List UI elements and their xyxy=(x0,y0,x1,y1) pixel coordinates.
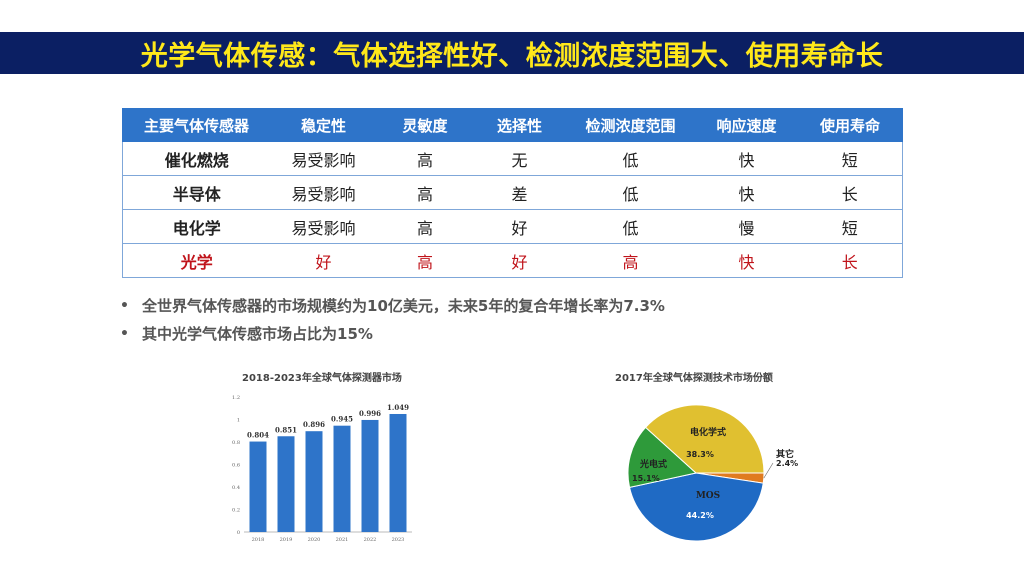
sensor-comparison-table: 主要气体传感器 稳定性 灵敏度 选择性 检测浓度范围 响应速度 使用寿命 催化燃… xyxy=(122,108,903,278)
table-row: 电化学 易受影响 高 好 低 慢 短 xyxy=(122,209,903,244)
bar-x-tick-label: 2019 xyxy=(280,537,293,543)
bar-value-label: 0.804 xyxy=(247,431,269,440)
page-title: 光学气体传感：气体选择性好、检测浓度范围大、使用寿命长 xyxy=(140,40,884,72)
table-cell: 短 xyxy=(797,209,903,244)
pie-slice xyxy=(627,426,698,489)
bar-y-tick-label: 0.2 xyxy=(232,508,240,514)
table-cell: 高 xyxy=(376,243,474,278)
bar xyxy=(277,436,295,532)
table-cell: 光学 xyxy=(122,243,271,278)
table-cell: 易受影响 xyxy=(270,141,377,176)
bar xyxy=(389,413,407,532)
pie-slice-value-label: 15.1% xyxy=(632,474,660,483)
bar xyxy=(361,419,379,532)
bar-x-tick-label: 2021 xyxy=(336,537,349,543)
pie-slice-name-label: 其它 xyxy=(776,448,794,460)
table-cell: 高 xyxy=(376,209,474,244)
bar-y-tick-label: 0.6 xyxy=(232,463,240,469)
table-cell: 慢 xyxy=(695,209,798,244)
pie-slice-name-label: 电化学式 xyxy=(690,426,726,438)
table-cell: 好 xyxy=(270,243,377,278)
table-cell: 电化学 xyxy=(122,209,271,244)
table-cell: 高 xyxy=(376,141,474,176)
bar-value-label: 0.996 xyxy=(359,409,381,418)
table-row-highlight: 光学 好 高 好 高 快 长 xyxy=(122,243,903,278)
bar-y-tick-label: 0.8 xyxy=(232,440,240,446)
table-cell: 长 xyxy=(797,243,903,278)
table-header-cell: 灵敏度 xyxy=(376,108,474,142)
bar-y-tick-label: 0 xyxy=(237,530,240,536)
table-header-cell: 选择性 xyxy=(473,108,566,142)
bullet-list: • 全世界气体传感器的市场规模约为10亿美元，未来5年的复合年增长率为7.3% •… xyxy=(120,292,665,348)
table-cell: 高 xyxy=(376,175,474,210)
table-cell: 快 xyxy=(695,175,798,210)
bar xyxy=(249,441,267,532)
bar-value-label: 1.049 xyxy=(387,403,409,412)
bar-y-tick-label: 0.4 xyxy=(232,485,240,491)
pie-leader-line xyxy=(763,462,774,479)
table-header-cell: 主要气体传感器 xyxy=(122,108,271,142)
pie-chart: 其它2.4% MOS 44.2% 光电式 15.1% 电化学式 38.3% xyxy=(627,404,798,542)
pie-slice-value-label: 2.4% xyxy=(776,459,798,468)
table-cell: 易受影响 xyxy=(270,209,377,244)
bullet-item: • 全世界气体传感器的市场规模约为10亿美元，未来5年的复合年增长率为7.3% xyxy=(120,292,665,320)
table-cell: 半导体 xyxy=(122,175,271,210)
table-header-cell: 稳定性 xyxy=(270,108,377,142)
bar-x-tick-label: 2023 xyxy=(392,537,405,543)
table-cell: 易受影响 xyxy=(270,175,377,210)
bar-x-tick-label: 2022 xyxy=(364,537,377,543)
table-cell: 长 xyxy=(797,175,903,210)
bar-value-label: 0.945 xyxy=(331,415,353,424)
pie-slice xyxy=(628,472,764,542)
bar-value-label: 0.896 xyxy=(303,420,325,429)
title-bar: 光学气体传感：气体选择性好、检测浓度范围大、使用寿命长 xyxy=(0,32,1024,74)
pie-slice xyxy=(644,404,765,474)
bullet-item: • 其中光学气体传感市场占比为15% xyxy=(120,320,665,348)
table-cell: 低 xyxy=(565,209,696,244)
bar-x-tick-label: 2018 xyxy=(252,537,265,543)
bar-y-tick-label: 1.2 xyxy=(232,395,240,401)
bar xyxy=(305,431,323,532)
table-header-cell: 响应速度 xyxy=(695,108,798,142)
table-header-cell: 使用寿命 xyxy=(797,108,903,142)
bullet-dot-icon: • xyxy=(120,326,129,342)
bar-y-tick-label: 1 xyxy=(237,418,240,424)
table-header-row: 主要气体传感器 稳定性 灵敏度 选择性 检测浓度范围 响应速度 使用寿命 xyxy=(122,108,903,142)
table-cell: 好 xyxy=(473,243,566,278)
bar-value-label: 0.851 xyxy=(275,425,297,434)
pie-slice-value-label: 44.2% xyxy=(686,511,714,520)
pie-slice-value-label: 38.3% xyxy=(686,450,714,459)
table-header-cell: 检测浓度范围 xyxy=(565,108,696,142)
pie-chart-title: 2017年全球气体探测技术市场份额 xyxy=(615,373,773,384)
bar-chart: 0 0.2 0.4 0.6 0.8 1 1.2 0.804 2018 0.851 2019 0.896… xyxy=(232,395,412,543)
table-cell: 无 xyxy=(473,141,566,176)
table-cell: 低 xyxy=(565,141,696,176)
table-cell: 好 xyxy=(473,209,566,244)
table-cell: 短 xyxy=(797,141,903,176)
table-cell: 低 xyxy=(565,175,696,210)
bar xyxy=(333,425,351,532)
bar-chart-title: 2018-2023年全球气体探测器市场 xyxy=(242,373,402,384)
pie-slice-name-label: MOS xyxy=(696,491,720,501)
table-cell: 快 xyxy=(695,141,798,176)
table-cell: 快 xyxy=(695,243,798,278)
table-cell: 催化燃烧 xyxy=(122,141,271,176)
table-row: 催化燃烧 易受影响 高 无 低 快 短 xyxy=(122,141,903,176)
bullet-dot-icon: • xyxy=(120,298,129,314)
table-row: 半导体 易受影响 高 差 低 快 长 xyxy=(122,175,903,210)
bar-x-tick-label: 2020 xyxy=(308,537,321,543)
pie-slice-name-label: 光电式 xyxy=(639,458,667,470)
table-cell: 高 xyxy=(565,243,696,278)
table-cell: 差 xyxy=(473,175,566,210)
